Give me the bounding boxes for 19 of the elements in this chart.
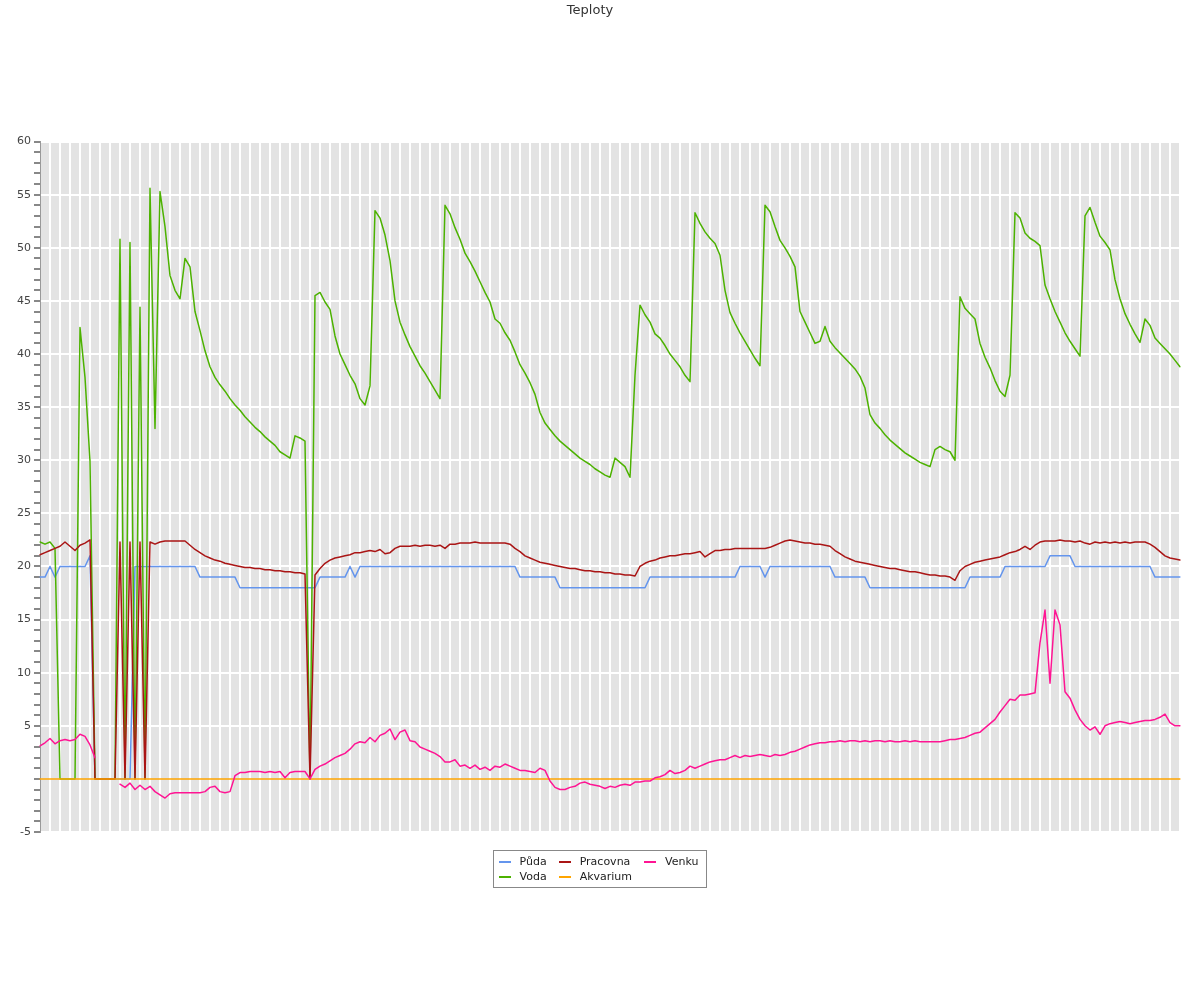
chart-title: Teploty <box>565 2 614 18</box>
legend-label: Půda <box>519 855 547 868</box>
y-tick-label: 45 <box>17 293 31 307</box>
y-tick-label: 50 <box>17 240 31 254</box>
y-tick-label: 35 <box>17 400 31 413</box>
legend-label: Pracovna <box>579 855 631 868</box>
y-tick-label: 10 <box>17 665 31 679</box>
legend-label: Voda <box>519 870 547 883</box>
y-tick-label: 20 <box>17 559 31 573</box>
y-tick-label: 5 <box>24 718 31 732</box>
y-tick-label: -5 <box>20 824 31 838</box>
y-tick-label: 30 <box>17 453 31 467</box>
legend-label: Akvarium <box>579 870 633 883</box>
y-tick-label: 60 <box>17 134 31 148</box>
y-tick-label: 15 <box>17 612 31 626</box>
y-tick-label: 55 <box>17 187 31 201</box>
y-tick-label: 25 <box>17 506 31 520</box>
legend-label: Venku <box>665 855 699 868</box>
y-tick-label: 40 <box>17 346 31 360</box>
